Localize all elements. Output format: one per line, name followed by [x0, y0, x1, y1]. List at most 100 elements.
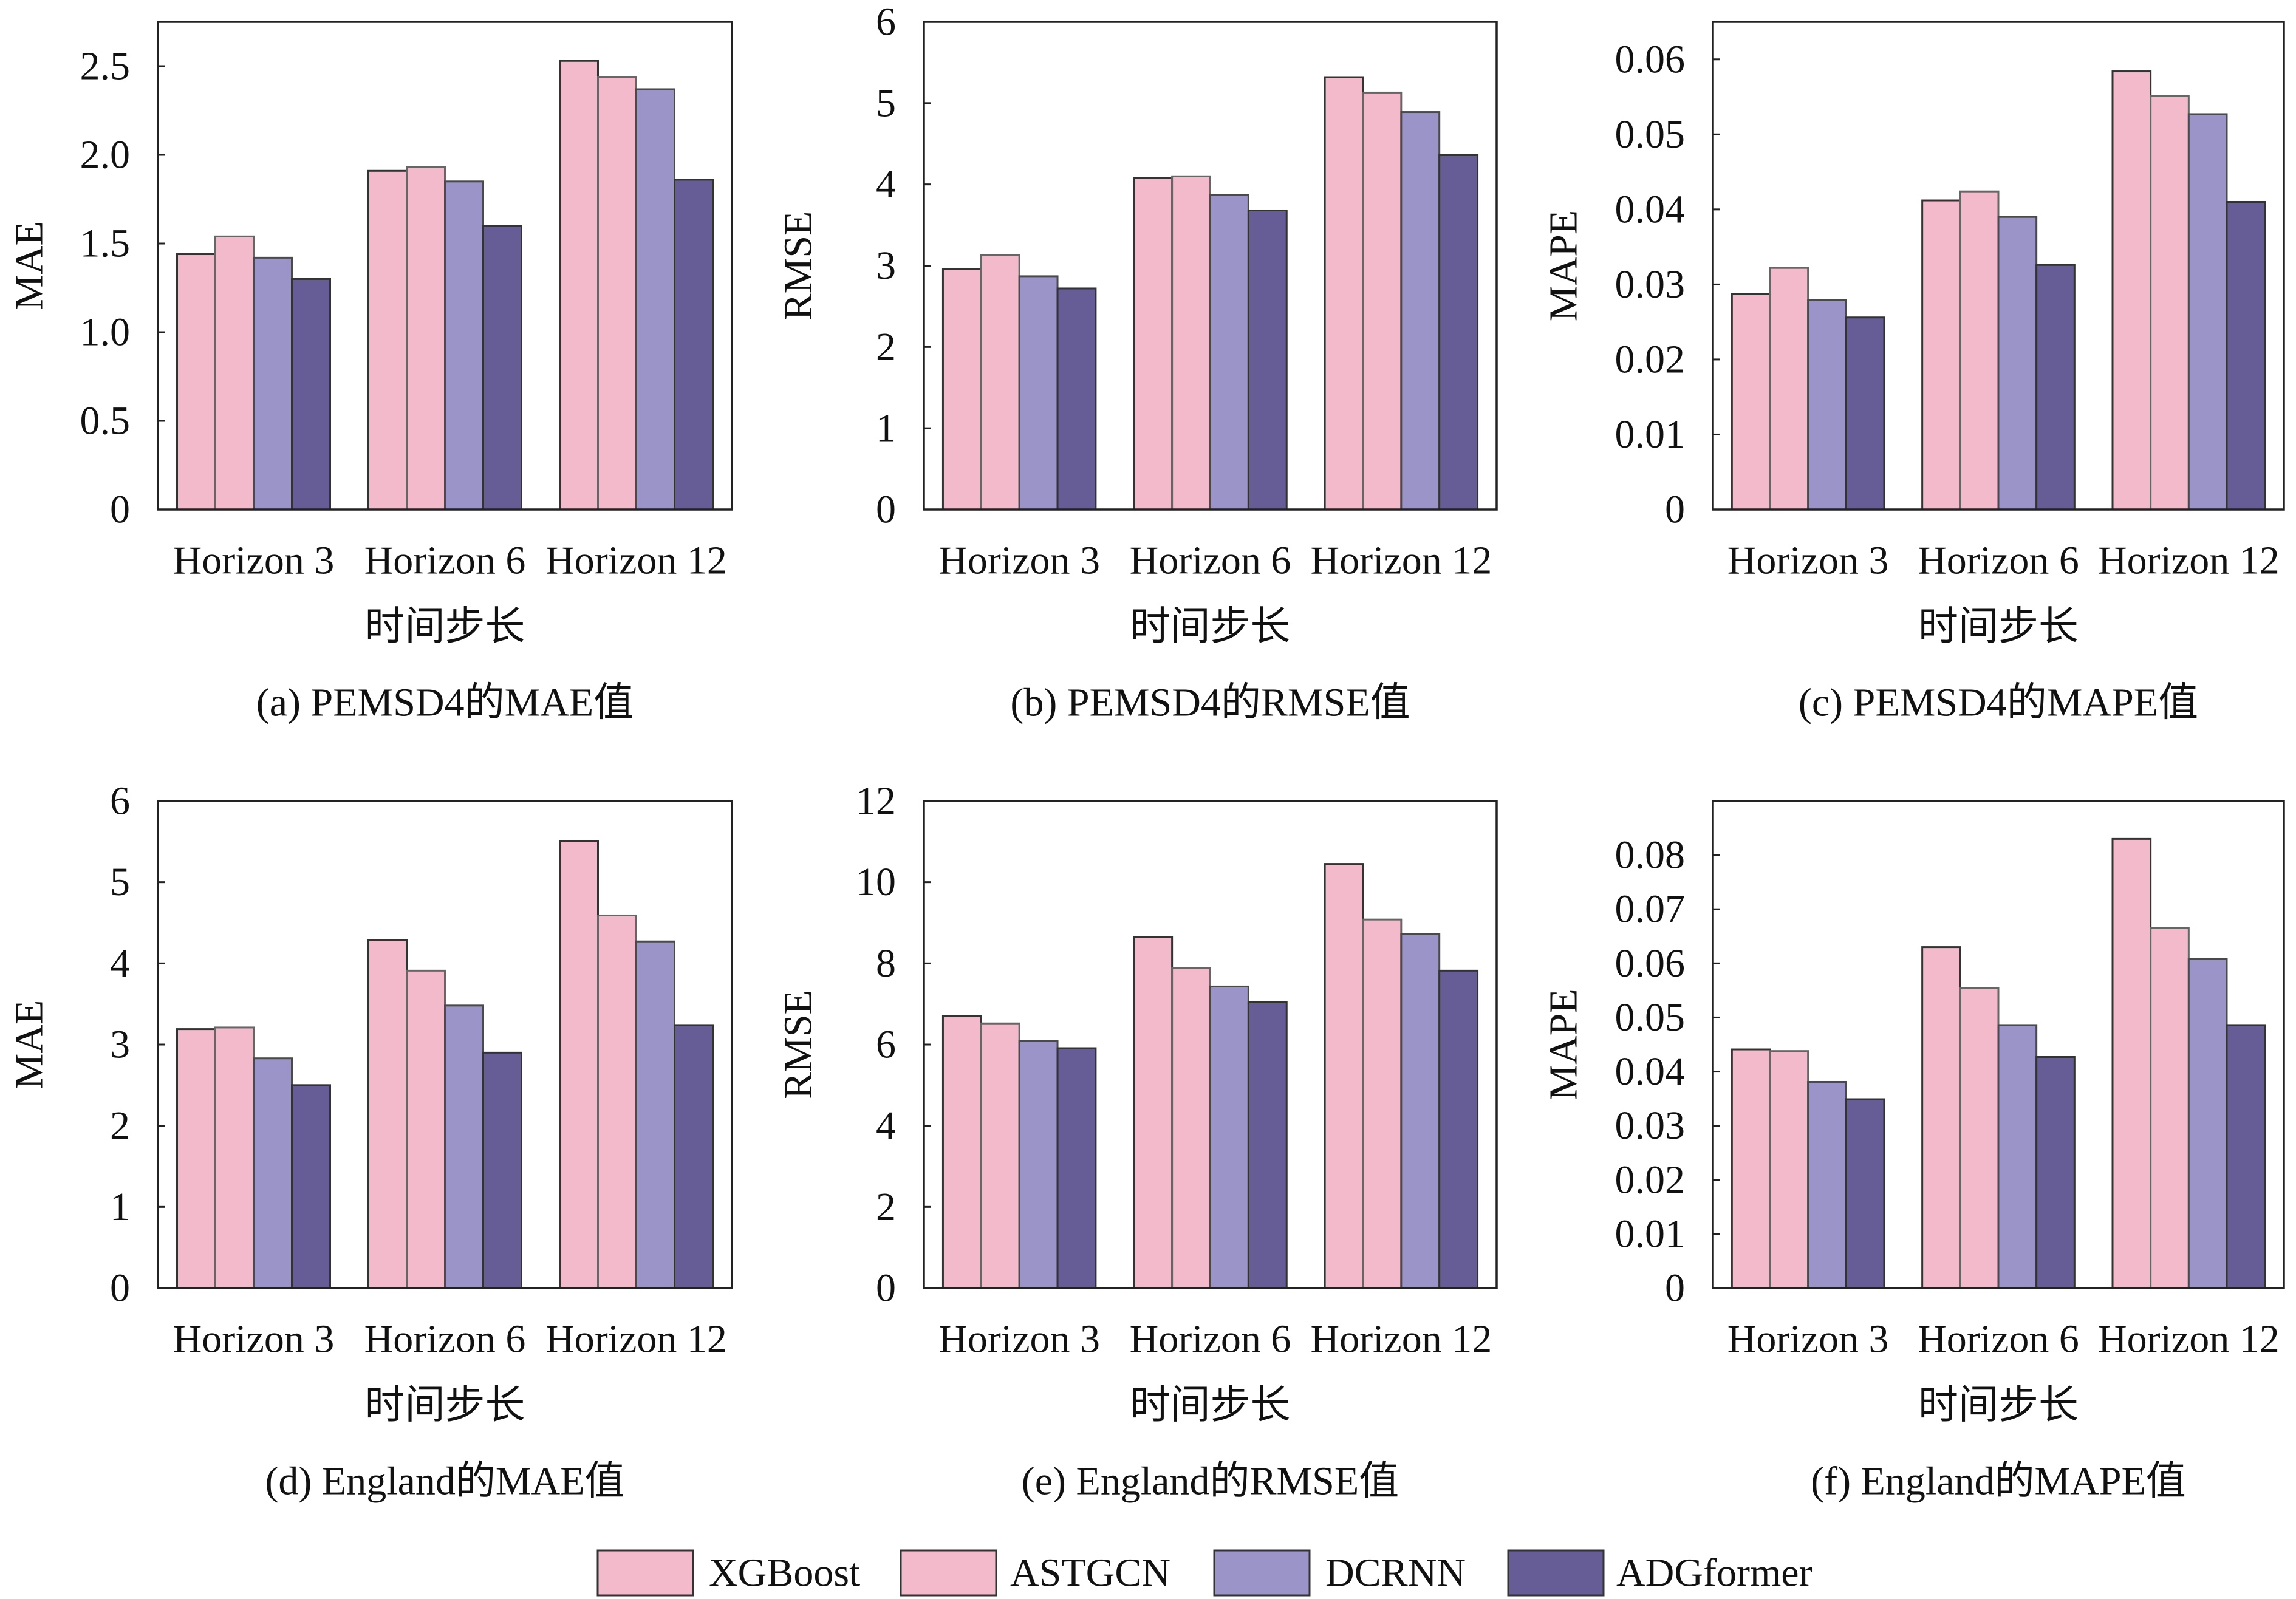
y-axis-label: RMSE: [776, 211, 821, 321]
bar-f-horizon-6-dcrnn: [1997, 1024, 2038, 1289]
bar-e-horizon-6-astgcn: [1171, 967, 1211, 1289]
chart-caption: (c) PEMSD4的MAPE值: [1799, 681, 2198, 725]
bar-b-horizon-12-adgformer: [1438, 154, 1479, 511]
y-axis-label: MAE: [7, 221, 52, 310]
y-axis-label: RMSE: [776, 990, 821, 1099]
xtick-label-horizon-6: Horizon 6: [1918, 1317, 2079, 1362]
ytick-label: 0.02: [1615, 337, 1686, 381]
bar-e-horizon-6-xgboost: [1133, 936, 1174, 1289]
bar-f-horizon-12-xgboost: [2111, 837, 2152, 1289]
bar-b-horizon-3-adgformer: [1056, 287, 1097, 511]
ytick-label: 0.04: [1615, 187, 1686, 231]
ytick-label: 0: [876, 1266, 896, 1311]
bar-f-horizon-12-astgcn: [2150, 927, 2190, 1289]
legend-label-dcrnn: DCRNN: [1325, 1551, 1466, 1595]
y-axis-label: MAE: [7, 1000, 52, 1089]
bar-a-horizon-12-dcrnn: [635, 88, 675, 511]
ytick-label: 8: [876, 941, 896, 986]
legend-swatch-astgcn: [900, 1549, 997, 1597]
x-axis-label: 时间步长: [365, 1383, 525, 1428]
bar-a-horizon-6-dcrnn: [444, 180, 484, 511]
ytick-label: 0.5: [80, 399, 131, 443]
legend-item-dcrnn: DCRNN: [1213, 1549, 1466, 1597]
bar-c-horizon-3-dcrnn: [1807, 299, 1847, 511]
bar-a-horizon-6-xgboost: [367, 169, 408, 511]
ytick-label: 4: [876, 1103, 896, 1148]
ytick-label: 4: [110, 941, 130, 986]
bar-f-horizon-3-adgformer: [1845, 1098, 1885, 1289]
bar-e-horizon-12-astgcn: [1362, 918, 1403, 1289]
legend-item-astgcn: ASTGCN: [900, 1549, 1170, 1597]
ytick-label: 3: [110, 1023, 130, 1067]
bar-c-horizon-6-astgcn: [1959, 190, 2000, 511]
chart-panel-b: 0 1 2 3 4 5 6 Horizon 3 Horizon 6 Horizon 12 时间步长 (…: [776, 0, 1498, 725]
legend-item-adgformer: ADGformer: [1507, 1549, 1813, 1597]
bar-b-horizon-12-xgboost: [1324, 76, 1364, 511]
ytick-label: 0.03: [1615, 262, 1686, 307]
ytick-label: 2: [110, 1103, 130, 1148]
bar-e-horizon-3-xgboost: [941, 1015, 982, 1289]
bar-f-horizon-6-adgformer: [2035, 1055, 2076, 1289]
bar-f-horizon-6-astgcn: [1959, 987, 2000, 1289]
chart-panels: 0 0.5 1.0 1.5 2.0 2.5 Horizon 3 Horizon 6 Horizo…: [7, 0, 2285, 1504]
xtick-label-horizon-12: Horizon 12: [545, 1317, 727, 1362]
bar-c-horizon-3-astgcn: [1769, 267, 1809, 511]
bar-e-horizon-3-adgformer: [1056, 1047, 1097, 1289]
chart-panel-d: 0 1 2 3 4 5 6 Horizon 3 Horizon 6 Horizon 12 时间步长 (…: [7, 779, 733, 1504]
ytick-label: 10: [856, 860, 896, 904]
bar-f-horizon-12-dcrnn: [2187, 958, 2228, 1289]
bar-d-horizon-3-xgboost: [176, 1028, 216, 1289]
legend-swatch-xgboost: [596, 1549, 694, 1597]
bar-c-horizon-12-xgboost: [2111, 70, 2152, 511]
ytick-label: 1: [110, 1185, 130, 1229]
bar-d-horizon-12-adgformer: [674, 1024, 714, 1289]
bar-d-horizon-6-xgboost: [367, 939, 408, 1289]
ytick-label: 0.08: [1615, 833, 1686, 878]
xtick-label-horizon-3: Horizon 3: [173, 1317, 335, 1362]
bar-e-horizon-12-adgformer: [1438, 969, 1479, 1289]
bar-d-horizon-12-xgboost: [559, 839, 599, 1289]
ytick-label: 0: [110, 1266, 130, 1311]
bar-a-horizon-6-adgformer: [482, 225, 522, 511]
xtick-label-horizon-6: Horizon 6: [1130, 1317, 1291, 1362]
bar-d-horizon-12-astgcn: [597, 914, 637, 1289]
bar-c-horizon-6-adgformer: [2035, 264, 2076, 511]
y-axis-label: MAPE: [1542, 989, 1586, 1100]
legend-label-adgformer: ADGformer: [1616, 1551, 1813, 1595]
bar-d-horizon-6-dcrnn: [444, 1004, 484, 1289]
bar-d-horizon-12-dcrnn: [635, 940, 675, 1289]
ytick-label: 5: [876, 81, 896, 125]
legend-swatch-dcrnn: [1213, 1549, 1311, 1597]
legend: XGBoost ASTGCN DCRNN ADGformer: [596, 1549, 1813, 1597]
ytick-label: 2.0: [80, 133, 131, 177]
bar-d-horizon-6-adgformer: [482, 1051, 522, 1289]
ytick-label: 0: [876, 488, 896, 532]
ytick-label: 1.0: [80, 310, 131, 355]
bar-f-horizon-3-dcrnn: [1807, 1080, 1847, 1289]
bar-c-horizon-6-dcrnn: [1997, 216, 2038, 511]
xtick-label-horizon-12: Horizon 12: [545, 539, 727, 583]
x-axis-label: 时间步长: [1130, 605, 1291, 649]
xtick-label-horizon-12: Horizon 12: [2098, 539, 2280, 583]
bar-a-horizon-3-astgcn: [214, 235, 255, 511]
xtick-label-horizon-6: Horizon 6: [1130, 539, 1291, 583]
bar-a-horizon-3-adgformer: [291, 278, 331, 511]
ytick-label: 0.02: [1615, 1157, 1686, 1202]
bar-a-horizon-12-xgboost: [559, 60, 599, 511]
chart-panel-f: 0 0.01 0.02 0.03 0.04 0.05 0.06 0.07 0.08 Horizon…: [1542, 800, 2285, 1504]
plot-frame: [1712, 800, 2285, 1289]
bar-c-horizon-6-xgboost: [1921, 199, 1961, 511]
bar-b-horizon-6-dcrnn: [1209, 194, 1249, 511]
bar-e-horizon-3-astgcn: [980, 1022, 1020, 1289]
ytick-label: 2: [876, 325, 896, 369]
legend-label-astgcn: ASTGCN: [1010, 1551, 1170, 1595]
x-axis-label: 时间步长: [1918, 1383, 2079, 1428]
bar-c-horizon-12-dcrnn: [2187, 113, 2228, 511]
ytick-label: 6: [876, 1023, 896, 1067]
x-axis-label: 时间步长: [1918, 605, 2079, 649]
chart-caption: (e) England的RMSE值: [1022, 1459, 1399, 1504]
x-axis-label: 时间步长: [1130, 1383, 1291, 1428]
xtick-label-horizon-12: Horizon 12: [1310, 539, 1492, 583]
ytick-label: 1: [876, 406, 896, 451]
bar-f-horizon-12-adgformer: [2226, 1024, 2266, 1289]
